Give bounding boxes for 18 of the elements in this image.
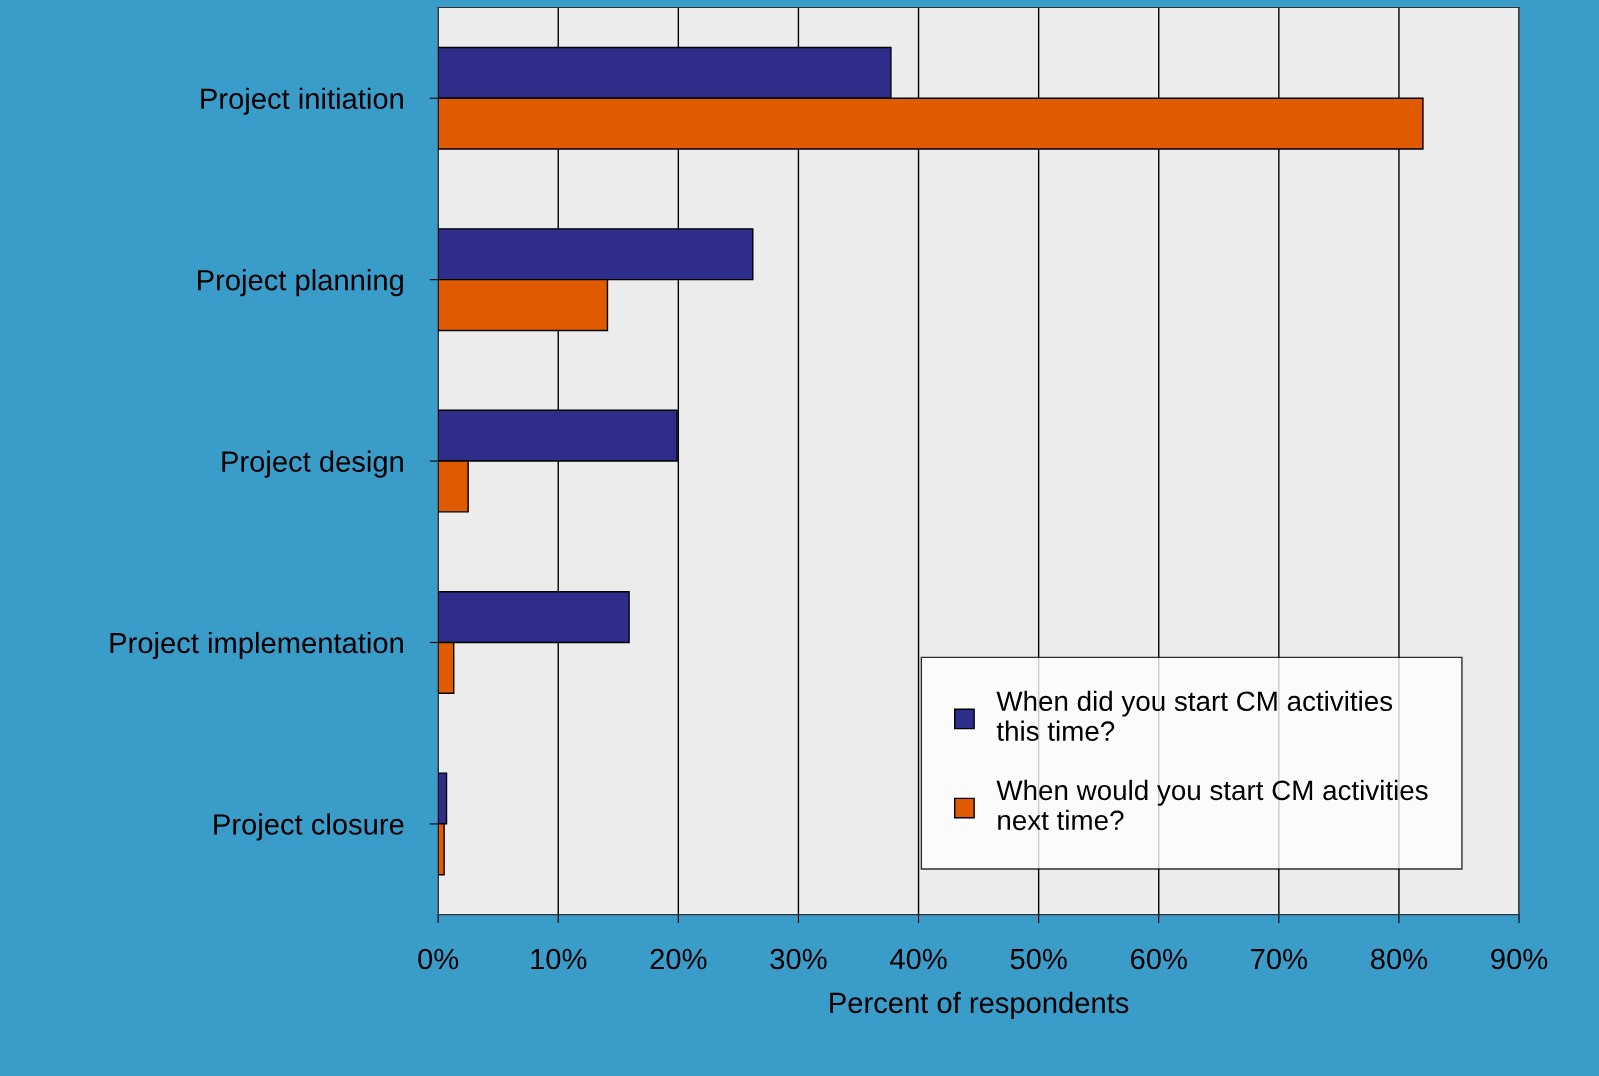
x-tick-label: 80%: [1371, 948, 1428, 970]
x-tick-label: 10%: [531, 948, 587, 970]
y-tick-label: Project implementation: [110, 631, 403, 660]
x-tick-label: 20%: [650, 948, 707, 970]
x-tick-label: 50%: [1010, 948, 1067, 970]
x-tick-label: 30%: [770, 948, 827, 970]
y-tick-label: Project initiation: [201, 87, 403, 115]
y-tick-label: Project design: [222, 450, 403, 478]
legend-label: When would you start CM activities next time?: [996, 779, 1428, 831]
y-tick-label: Project closure: [214, 813, 404, 841]
x-tick-label: 90%: [1491, 948, 1548, 970]
x-tick-label: 40%: [890, 948, 947, 970]
x-tick-label: 70%: [1251, 948, 1307, 970]
y-tick-label: Project planning: [198, 269, 403, 297]
x-tick-label: 0%: [418, 948, 459, 970]
legend-label: When did you start CM activities this time?: [996, 690, 1393, 741]
x-tick-label: 60%: [1131, 948, 1187, 970]
x-axis-title: Percent of respondents: [830, 991, 1129, 1019]
